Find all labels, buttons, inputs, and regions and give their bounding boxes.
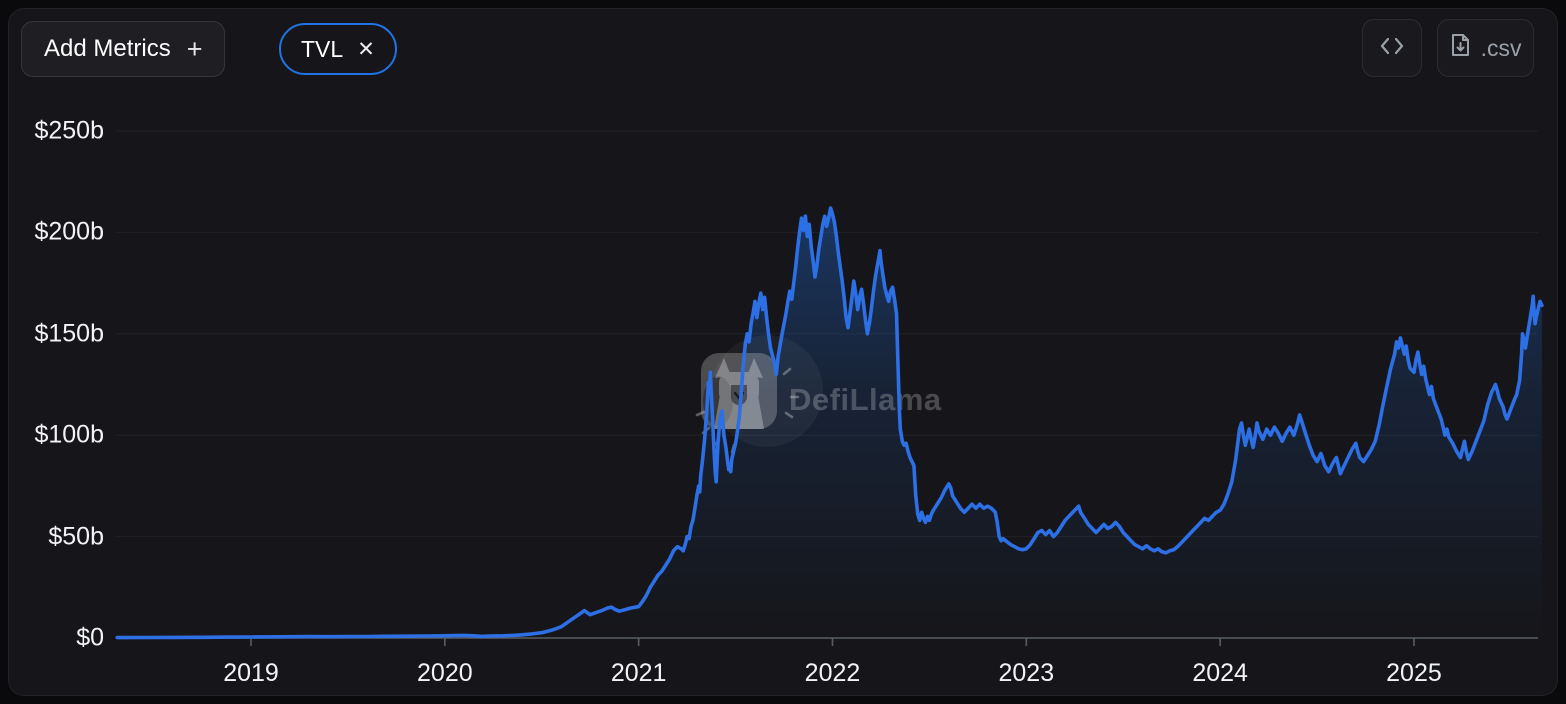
csv-label: .csv <box>1480 34 1522 61</box>
y-tick-label: $0 <box>76 623 104 652</box>
x-tick-label: 2020 <box>417 659 473 687</box>
tvl-chip-label: TVL <box>301 35 344 62</box>
toolbar: Add Metrics + TVL ✕ .csv <box>9 9 1557 95</box>
close-icon[interactable]: ✕ <box>357 37 375 61</box>
tvl-metric-chip[interactable]: TVL ✕ <box>279 23 397 75</box>
x-tick-label: 2019 <box>223 659 279 687</box>
add-metrics-label: Add Metrics <box>44 35 171 62</box>
y-tick-label: $100b <box>34 420 104 449</box>
code-brackets-icon <box>1379 36 1405 61</box>
embed-code-button[interactable] <box>1362 19 1422 77</box>
add-metrics-button[interactable]: Add Metrics + <box>21 21 226 77</box>
tvl-area-fill <box>117 208 1542 638</box>
watermark-text: DefiLlama <box>789 382 942 417</box>
x-tick-label: 2025 <box>1386 659 1442 687</box>
y-tick-label: $150b <box>34 319 104 348</box>
y-tick-label: $200b <box>34 217 104 246</box>
y-tick-label: $50b <box>48 522 104 551</box>
y-tick-label: $250b <box>34 116 104 145</box>
tvl-line <box>115 206 1544 640</box>
x-tick-label: 2023 <box>998 659 1055 687</box>
download-csv-button[interactable]: .csv <box>1437 19 1534 77</box>
x-axis <box>116 637 1538 646</box>
plus-icon: + <box>186 33 203 64</box>
chart-card: Add Metrics + TVL ✕ .csv $0 $50b $100b $1 <box>8 8 1558 696</box>
x-tick-label: 2024 <box>1192 659 1248 687</box>
x-tick-label: 2022 <box>804 659 861 687</box>
tvl-area-chart[interactable]: DefiLlama <box>9 9 1559 697</box>
file-download-icon <box>1450 33 1471 63</box>
x-tick-label: 2021 <box>610 659 667 687</box>
